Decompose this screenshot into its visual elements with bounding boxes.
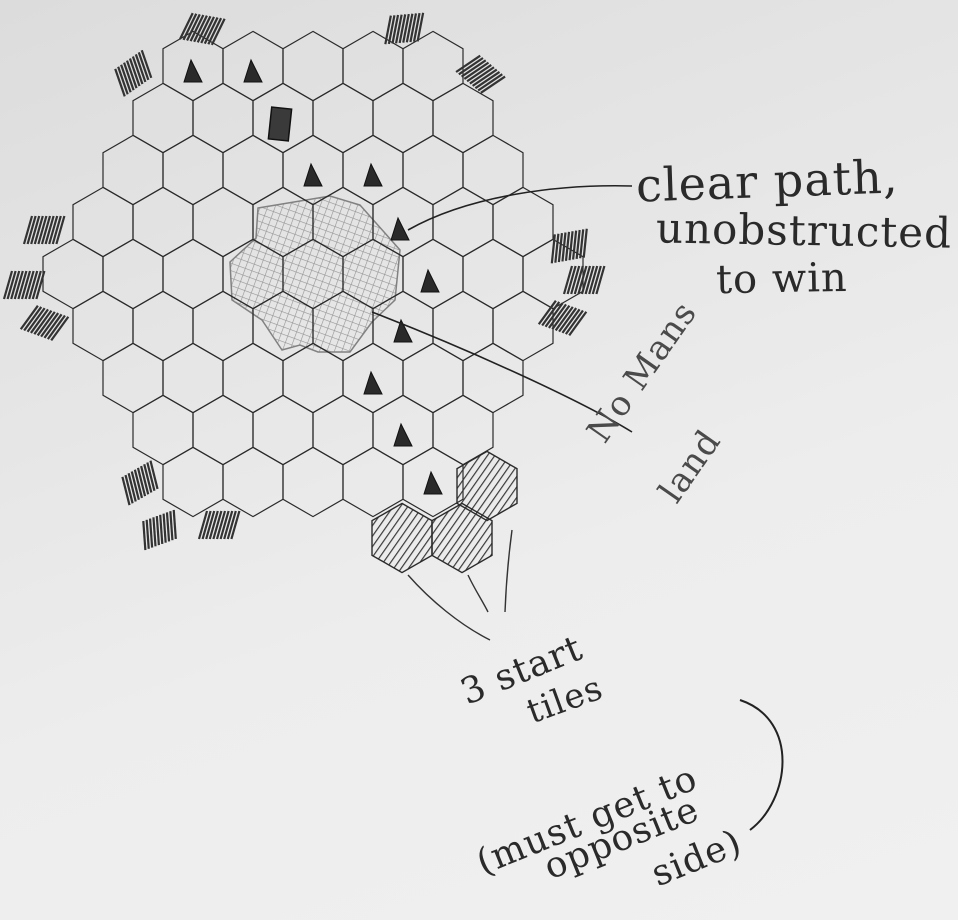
hex-tile [132,186,194,258]
hex-tile [72,290,134,362]
edge-scribble [142,509,177,551]
closing-parenthesis [739,699,784,831]
hex-tile [282,342,344,414]
edge-scribble [455,54,506,94]
edge-scribble [114,49,153,97]
hex-tile [372,82,434,154]
hex-tile [192,82,254,154]
edge-scribble [384,12,425,45]
edge-scribble [550,228,588,264]
mountain-icon [393,318,413,343]
no-mans-land-zone [229,195,401,353]
edge-scribble [2,270,46,300]
hex-tile [282,446,344,518]
hex-tile [432,82,494,154]
hex-tile [102,342,164,414]
mountain-icon [393,422,413,447]
edge-scribble [121,460,159,506]
hex-tile [132,82,194,154]
hex-tile [162,238,224,310]
mountain-icon [243,58,263,83]
edge-scribble [22,215,66,245]
hex-grid [42,30,584,574]
clear-path-note-line2: unobstructed [655,203,953,258]
start-tile-pointer-2 [467,574,489,613]
hex-tile [132,290,194,362]
clear-path-pointer [407,184,633,231]
mountain-icon [363,162,383,187]
hex-tile [222,446,284,518]
start-tile-pointer-3 [504,529,513,613]
no-mans-land-pointer [371,311,633,433]
hex-tile [252,394,314,466]
hex-tile [492,186,554,258]
clear-path-note-line3: to win [715,254,849,304]
mountain-icon [390,216,410,241]
hex-tile [402,134,464,206]
hex-tile [312,82,374,154]
edge-scribble [19,305,70,341]
hex-tile [162,134,224,206]
hex-tile [222,342,284,414]
hex-tile [42,238,104,310]
hex-tile [432,186,494,258]
game-pieces [183,58,443,495]
mountain-icon [420,268,440,293]
start-tile [371,502,433,574]
mountain-icon [303,162,323,187]
hex-tile [222,134,284,206]
hex-tile [342,446,404,518]
hex-tile [342,30,404,102]
hex-tile [102,134,164,206]
edge-scribble [197,510,241,540]
mountain-icon [183,58,203,83]
hex-tile [462,238,524,310]
start-tile-pointer-1 [407,574,491,641]
no-mans-land-shading [229,195,401,353]
mountain-icon [423,470,443,495]
edge-scribble [562,265,606,295]
hex-tile [432,290,494,362]
hex-tile [72,186,134,258]
start-tile [431,502,493,574]
hex-tile [192,186,254,258]
mountain-icon [363,370,383,395]
hex-tile [312,394,374,466]
hex-tile [492,290,554,362]
hex-tile [162,446,224,518]
hex-tile [402,238,464,310]
hex-tile [192,394,254,466]
hex-tile [402,30,464,102]
edge-scribble [537,300,588,336]
tower-icon [267,106,293,142]
hex-tile [282,30,344,102]
hex-tile [162,342,224,414]
hex-tile [102,238,164,310]
hex-tile [132,394,194,466]
edge-scribbles [2,12,606,551]
edge-scribble [178,12,226,46]
hex-tile [402,342,464,414]
annotation-lines [371,184,784,831]
